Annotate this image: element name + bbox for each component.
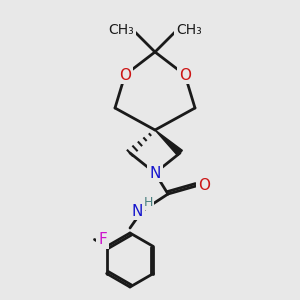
- Text: CH₃: CH₃: [108, 23, 134, 37]
- Text: H: H: [143, 196, 153, 208]
- Text: O: O: [119, 68, 131, 82]
- Text: N: N: [149, 166, 161, 181]
- Text: O: O: [179, 68, 191, 82]
- Text: N: N: [131, 203, 143, 218]
- Text: F: F: [98, 232, 107, 247]
- Text: O: O: [198, 178, 210, 194]
- Polygon shape: [155, 130, 182, 156]
- Text: CH₃: CH₃: [176, 23, 202, 37]
